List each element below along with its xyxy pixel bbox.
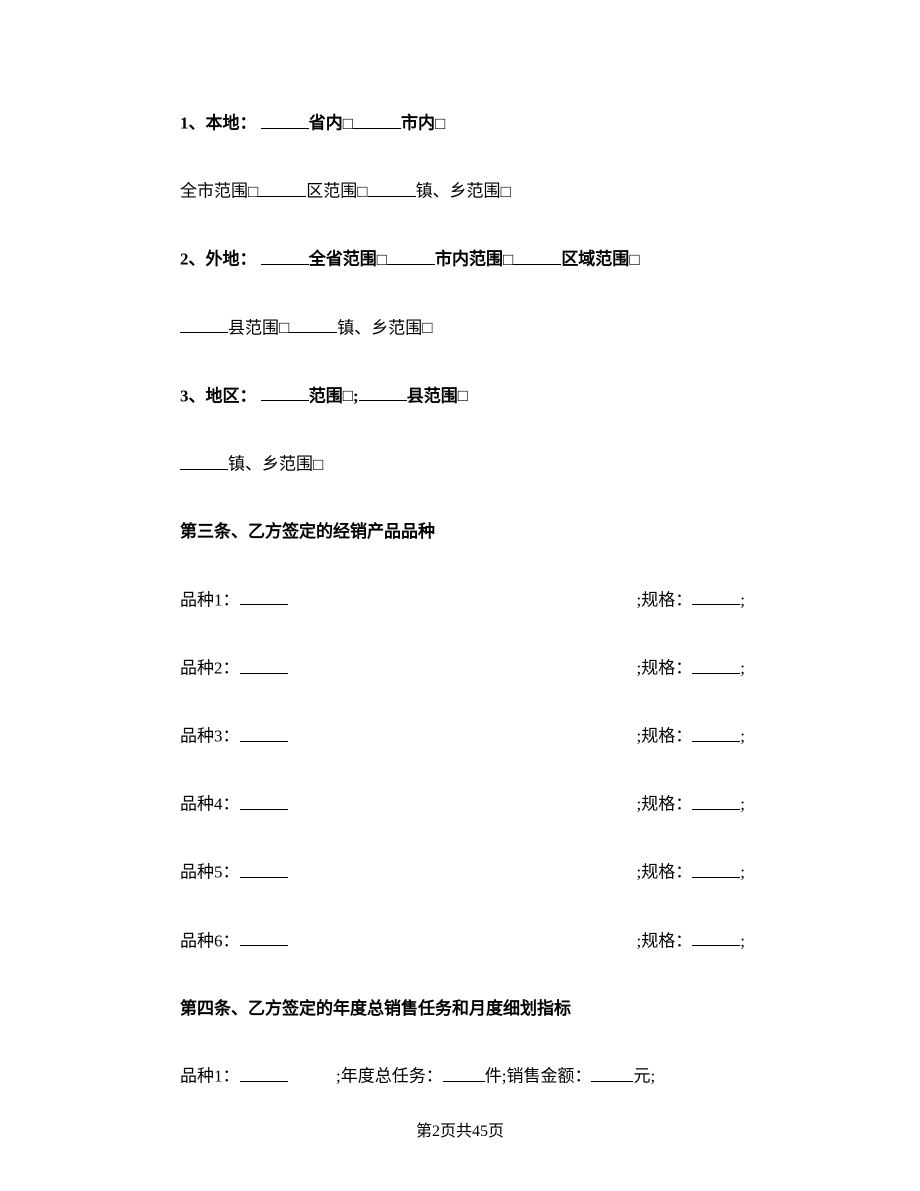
blank [261, 110, 309, 129]
s1-num: 1、 [180, 114, 206, 133]
variety-row: 品种3： ;规格：; [180, 723, 745, 749]
variety-right: ;规格：; [637, 723, 745, 749]
s3-l2a: 镇、乡范围 [228, 455, 313, 474]
checkbox-icon: □ [503, 247, 513, 273]
page-footer: 第2页共45页 [0, 1117, 920, 1141]
section-1-line-1: 1、本地： 省内□市内□ [180, 110, 745, 136]
s1-l2a: 全市范围 [180, 182, 248, 201]
checkbox-icon: □ [357, 179, 367, 205]
article-3-title: 第三条、乙方签定的经销产品品种 [180, 519, 745, 545]
section-2-line-1: 2、外地： 全省范围□市内范围□区域范围□ [180, 246, 745, 272]
document-page: 1、本地： 省内□市内□ 全市范围□区范围□镇、乡范围□ 2、外地： 全省范围□… [0, 0, 920, 1089]
article-4-title: 第四条、乙方签定的年度总销售任务和月度细划指标 [180, 996, 745, 1022]
section-3-line-1: 3、地区： 范围□;县范围□ [180, 383, 745, 409]
variety-left: 品种4： [180, 791, 288, 817]
s1-opt1: 省内 [309, 114, 343, 133]
checkbox-icon: □ [501, 179, 511, 205]
s1-opt2: 市内 [401, 114, 435, 133]
variety-left: 品种3： [180, 723, 288, 749]
s1-l2b: 区范围 [306, 182, 357, 201]
variety-left: 品种6： [180, 928, 288, 954]
s2-num: 2、 [180, 250, 206, 269]
s2-opt2: 市内范围 [435, 250, 503, 269]
a4-annual-label: ;年度总任务： [336, 1067, 443, 1086]
section-2-line-2: 县范围□镇、乡范围□ [180, 315, 745, 341]
checkbox-icon: □ [458, 383, 468, 409]
checkbox-icon: □ [629, 247, 639, 273]
s2-l2b: 镇、乡范围 [337, 318, 422, 337]
blank [240, 859, 288, 878]
s2-l2a: 县范围 [228, 318, 279, 337]
s3-opt1: 范围 [309, 386, 343, 405]
blank [261, 383, 309, 402]
blank [240, 655, 288, 674]
checkbox-icon: □ [343, 383, 353, 409]
blank [692, 723, 740, 742]
s1-l2c: 镇、乡范围 [416, 182, 501, 201]
variety-right: ;规格：; [637, 655, 745, 681]
blank [359, 383, 407, 402]
blank [443, 1063, 485, 1082]
blank [261, 246, 309, 265]
blank [240, 791, 288, 810]
a4-variety-label: 品种1： [180, 1067, 240, 1086]
a4-unit1: 件; [485, 1067, 507, 1086]
variety-left: 品种2： [180, 655, 288, 681]
checkbox-icon: □ [248, 179, 258, 205]
variety-right: ;规格：; [637, 791, 745, 817]
blank [240, 723, 288, 742]
variety-row: 品种5： ;规格：; [180, 859, 745, 885]
variety-left: 品种5： [180, 859, 288, 885]
variety-right: ;规格：; [637, 859, 745, 885]
variety-row: 品种2： ;规格：; [180, 655, 745, 681]
article-4-row: 品种1： ;年度总任务： 件;销售金额： 元; [180, 1063, 745, 1089]
checkbox-icon: □ [343, 111, 353, 137]
variety-left: 品种1： [180, 587, 288, 613]
a4-unit2: 元; [633, 1067, 655, 1086]
section-1-line-2: 全市范围□区范围□镇、乡范围□ [180, 178, 745, 204]
checkbox-icon: □ [435, 111, 445, 137]
blank [289, 315, 337, 334]
a4-sales-label: 销售金额： [506, 1067, 591, 1086]
s1-label: 本地： [206, 114, 257, 133]
blank [240, 587, 288, 606]
blank [353, 110, 401, 129]
blank [591, 1063, 633, 1082]
checkbox-icon: □ [313, 452, 323, 478]
blank [368, 178, 416, 197]
blank [387, 246, 435, 265]
variety-right: ;规格：; [637, 928, 745, 954]
blank [692, 587, 740, 606]
variety-right: ;规格：; [637, 587, 745, 613]
blank [258, 178, 306, 197]
checkbox-icon: □ [422, 315, 432, 341]
blank [692, 655, 740, 674]
blank [240, 1063, 288, 1082]
blank [692, 928, 740, 947]
checkbox-icon: □ [377, 247, 387, 273]
s3-label: 地区： [206, 386, 257, 405]
blank [180, 451, 228, 470]
s2-label: 外地： [206, 250, 257, 269]
s3-opt2: 县范围 [407, 386, 458, 405]
s3-num: 3、 [180, 386, 206, 405]
section-3-line-2: 镇、乡范围□ [180, 451, 745, 477]
s2-opt3: 区域范围 [561, 250, 629, 269]
blank [692, 791, 740, 810]
variety-row: 品种4： ;规格：; [180, 791, 745, 817]
blank [180, 315, 228, 334]
blank [513, 246, 561, 265]
s2-opt1: 全省范围 [309, 250, 377, 269]
variety-row: 品种6： ;规格：; [180, 928, 745, 954]
blank [692, 859, 740, 878]
variety-list: 品种1：;规格：;品种2：;规格：;品种3：;规格：;品种4：;规格：;品种5：… [180, 587, 745, 954]
blank [240, 928, 288, 947]
variety-row: 品种1： ;规格：; [180, 587, 745, 613]
checkbox-icon: □ [279, 315, 289, 341]
